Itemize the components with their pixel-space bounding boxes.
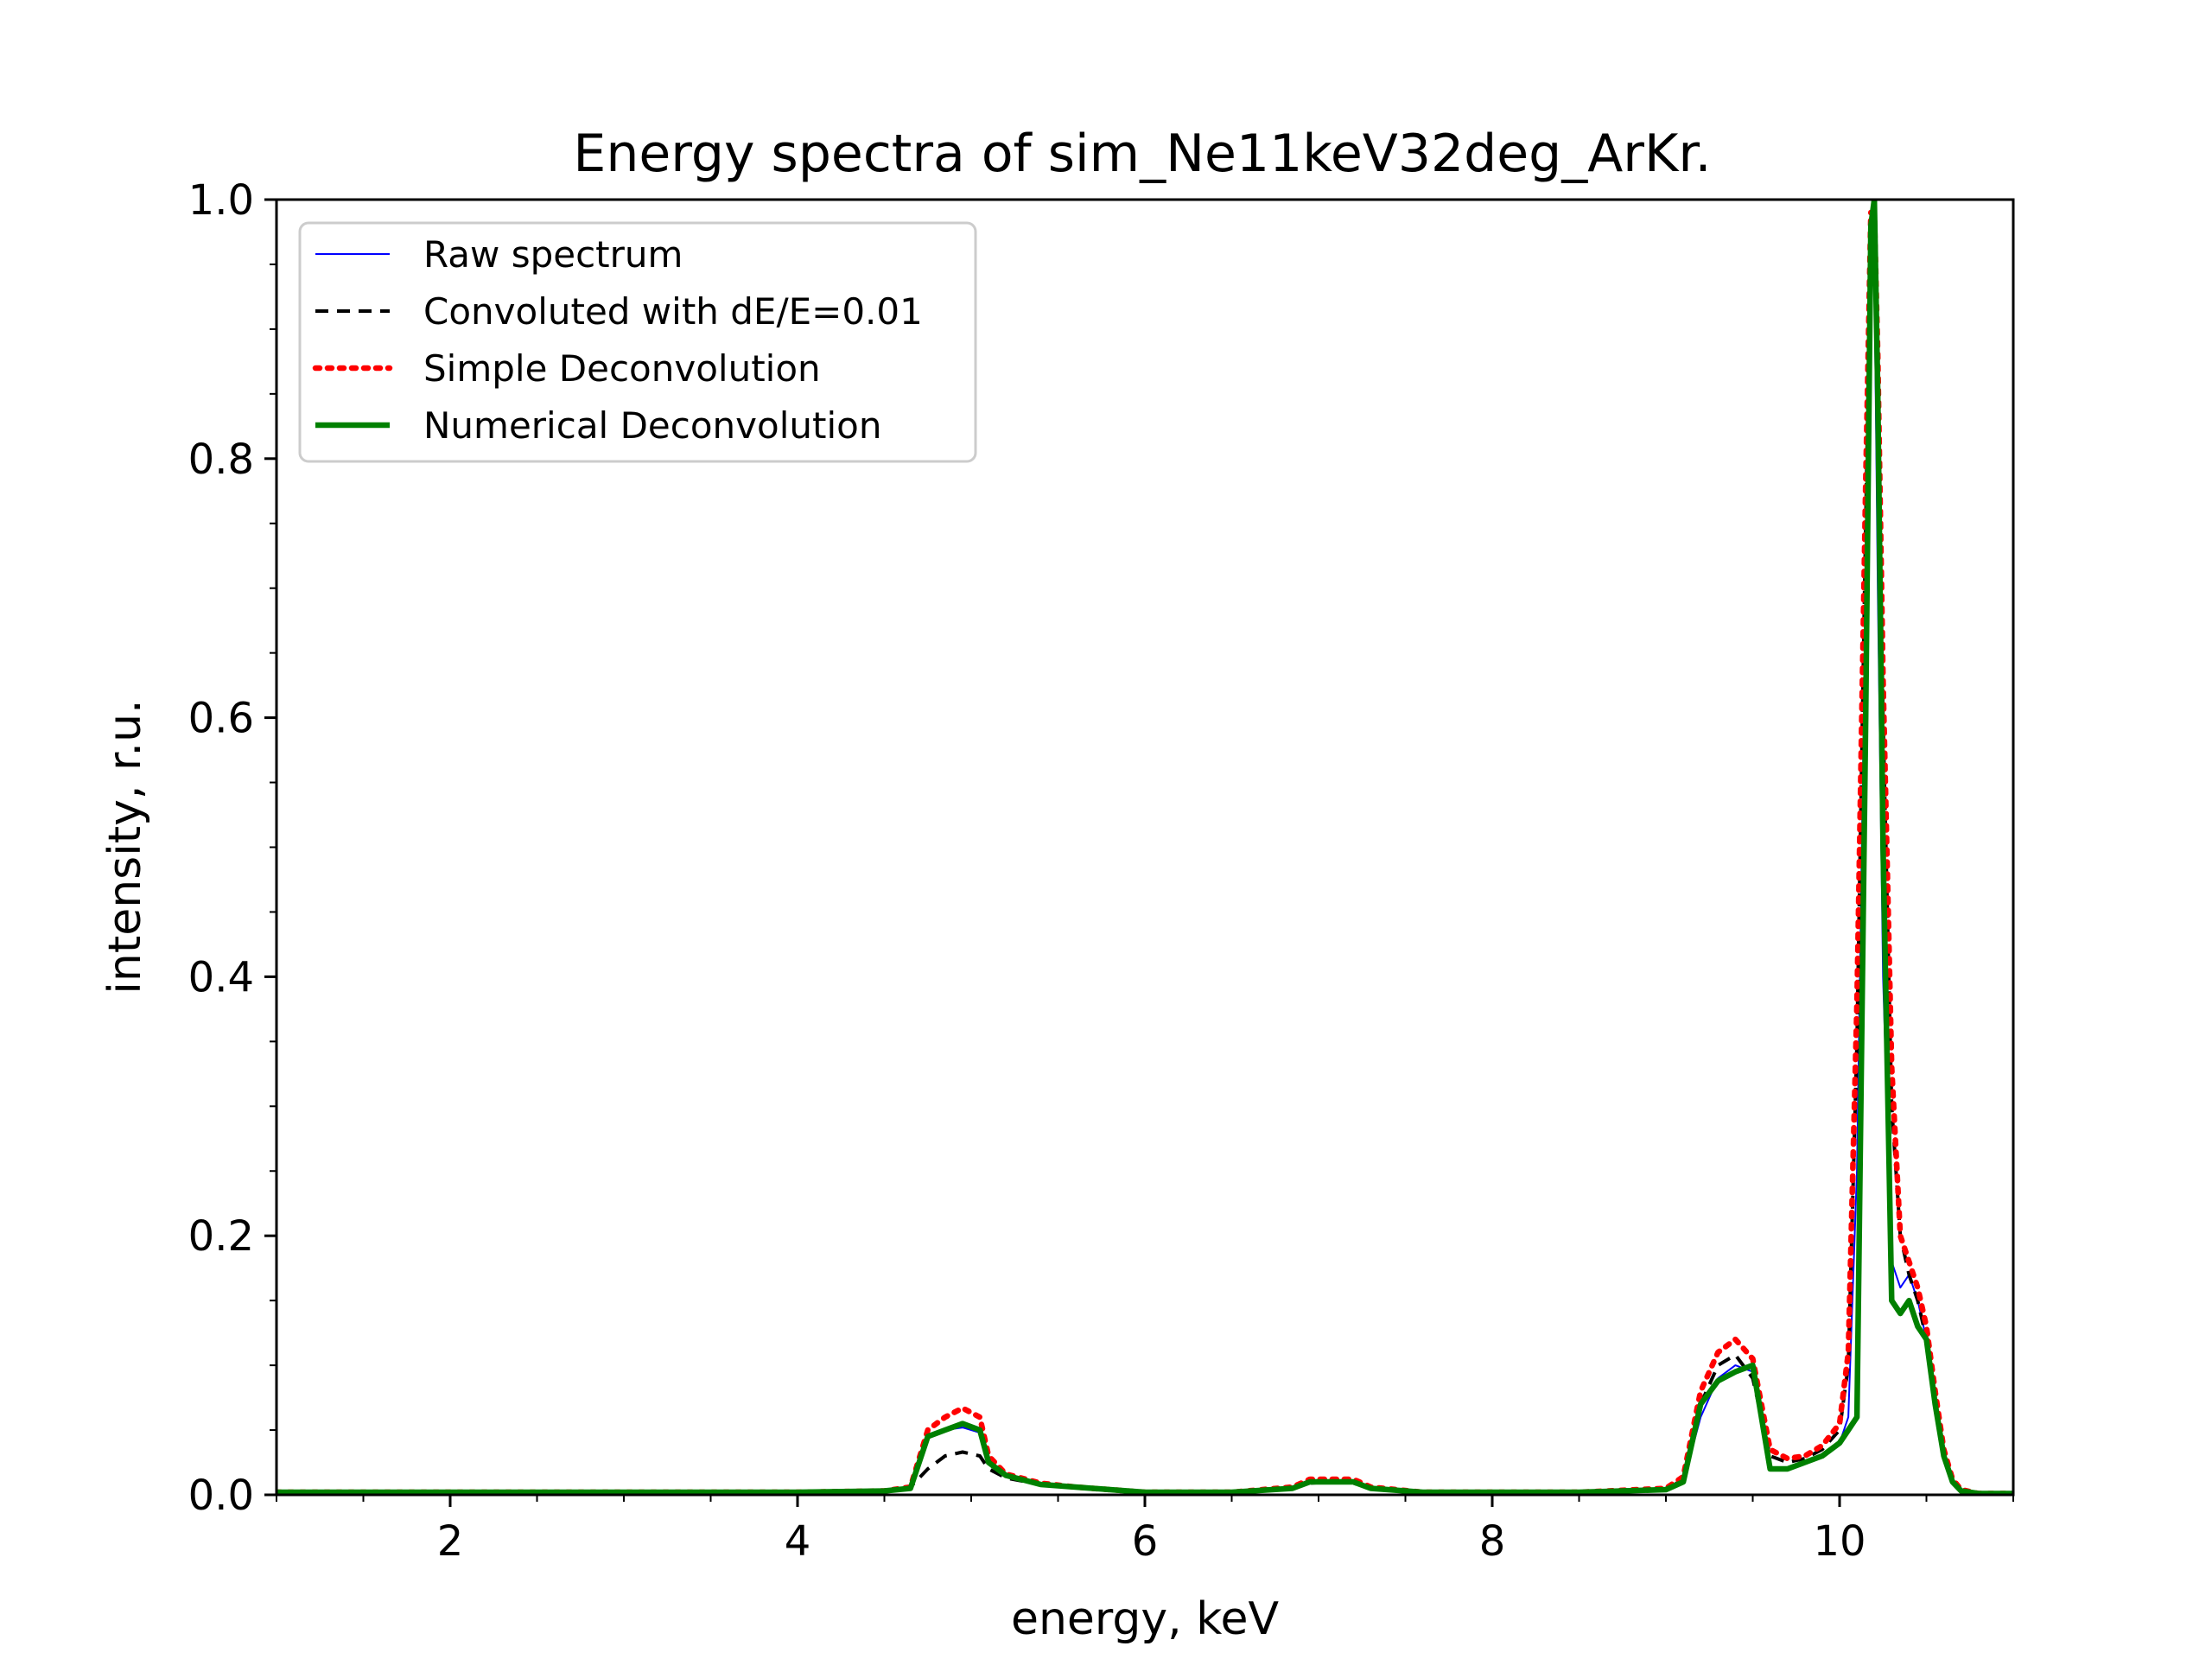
x-tick-label: 10 [1813,1517,1866,1566]
x-tick-label: 6 [1132,1517,1159,1566]
legend-label-1: Raw spectrum [423,233,683,276]
chart-title: Energy spectra of sim_Ne11keV32deg_ArKr. [573,124,1711,184]
legend: Raw spectrum Convoluted with dE/E=0.01 Sim… [298,221,977,463]
legend-label-2: Convoluted with dE/E=0.01 [423,290,923,333]
x-axis: 2 4 6 8 10 [276,1495,2014,1566]
y-tick-label: 0.2 [188,1212,254,1261]
x-axis-label: energy, keV [1011,1593,1279,1645]
x-tick-label: 8 [1479,1517,1506,1566]
legend-box [298,221,977,463]
series-line-4 [276,200,2013,1495]
y-tick-label: 0.4 [188,953,254,1001]
series-layer [276,200,2013,1495]
x-tick-label: 4 [785,1517,811,1566]
legend-label-3: Simple Deconvolution [423,347,821,390]
y-tick-label: 0.8 [188,435,254,484]
legend-label-4: Numerical Deconvolution [423,404,881,447]
y-axis-label: intensity, r.u. [99,699,151,994]
y-tick-label: 0.0 [188,1471,254,1520]
y-tick-label: 0.6 [188,695,254,743]
y-tick-label: 1.0 [188,176,254,225]
y-axis: 0.0 0.2 0.4 0.6 0.8 1.0 [188,176,276,1520]
x-tick-label: 2 [437,1517,464,1566]
